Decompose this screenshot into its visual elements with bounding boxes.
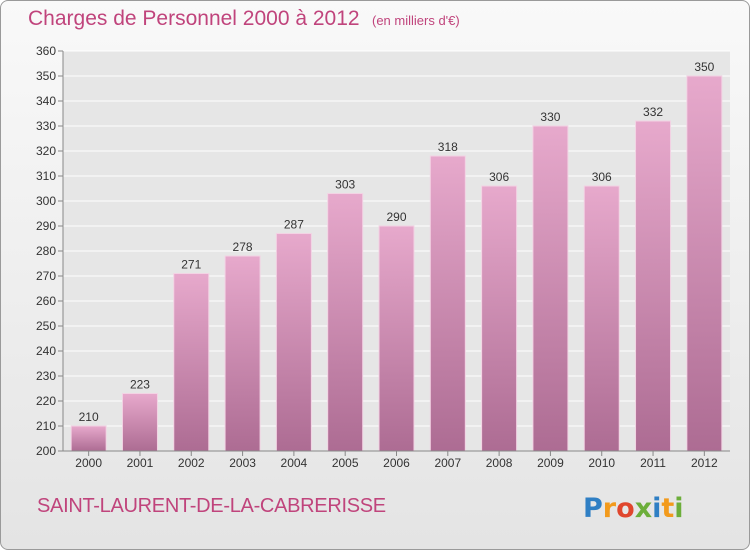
data-label-2003: 278 <box>233 240 253 254</box>
x-tick-label-2004: 2004 <box>281 456 308 470</box>
bar-2006 <box>378 225 415 452</box>
data-label-2010: 306 <box>592 170 612 184</box>
x-tick-label-2012: 2012 <box>691 456 718 470</box>
data-label-2002: 271 <box>181 258 201 272</box>
y-tick-label: 350 <box>36 69 56 83</box>
y-tick-label: 340 <box>36 94 56 108</box>
bar-2012 <box>686 75 723 452</box>
data-label-2008: 306 <box>489 170 509 184</box>
x-tick-label-2007: 2007 <box>434 456 461 470</box>
y-tick-label: 200 <box>36 444 56 458</box>
proxiti-logo: Proxiti <box>583 493 684 522</box>
x-tick-label-2003: 2003 <box>229 456 256 470</box>
y-tick-label: 240 <box>36 344 56 358</box>
data-label-2012: 350 <box>694 60 714 74</box>
x-tick-label-2002: 2002 <box>178 456 205 470</box>
y-tick-label: 300 <box>36 194 56 208</box>
y-tick-label: 260 <box>36 294 56 308</box>
bar-2010 <box>583 185 620 452</box>
data-label-2001: 223 <box>130 378 150 392</box>
y-tick-label: 320 <box>36 144 56 158</box>
place-name: SAINT-LAURENT-DE-LA-CABRERISSE <box>37 495 386 517</box>
bar-2011 <box>635 120 672 452</box>
data-label-2000: 210 <box>79 410 99 424</box>
x-tick-label-2001: 2001 <box>127 456 154 470</box>
data-label-2009: 330 <box>540 110 560 124</box>
x-tick-label-2000: 2000 <box>75 456 102 470</box>
bar-2007 <box>429 155 466 452</box>
y-tick-label: 360 <box>36 44 56 58</box>
chart-title: Charges de Personnel 2000 à 2012 <box>28 7 360 30</box>
bar-2005 <box>327 193 364 452</box>
y-tick-label: 230 <box>36 369 56 383</box>
y-tick-label: 250 <box>36 319 56 333</box>
y-tick-label: 330 <box>36 119 56 133</box>
y-tick-label: 290 <box>36 219 56 233</box>
y-tick-label: 310 <box>36 169 56 183</box>
bar-2002 <box>173 273 210 452</box>
data-label-2007: 318 <box>438 140 458 154</box>
bar-2003 <box>224 255 261 452</box>
chart-subtitle: (en milliers d'€) <box>372 13 460 28</box>
x-tick-label-2008: 2008 <box>486 456 513 470</box>
y-tick-label: 270 <box>36 269 56 283</box>
y-tick-label: 280 <box>36 244 56 258</box>
data-label-2011: 332 <box>643 105 663 119</box>
x-tick-label-2011: 2011 <box>640 456 666 470</box>
x-tick-label-2009: 2009 <box>537 456 564 470</box>
x-tick-label-2010: 2010 <box>588 456 615 470</box>
bar-2001 <box>121 393 158 452</box>
bar-2009 <box>532 125 569 452</box>
x-tick-label-2005: 2005 <box>332 456 359 470</box>
bar-2000 <box>70 425 107 452</box>
data-label-2005: 303 <box>335 178 355 192</box>
bar-2008 <box>481 185 518 452</box>
bar-2004 <box>275 233 312 452</box>
data-label-2006: 290 <box>386 210 406 224</box>
svg-text:Proxiti: Proxiti <box>583 493 684 522</box>
y-tick-label: 210 <box>36 419 56 433</box>
x-tick-label-2006: 2006 <box>383 456 410 470</box>
data-label-2004: 287 <box>284 218 304 232</box>
y-tick-label: 220 <box>36 394 56 408</box>
